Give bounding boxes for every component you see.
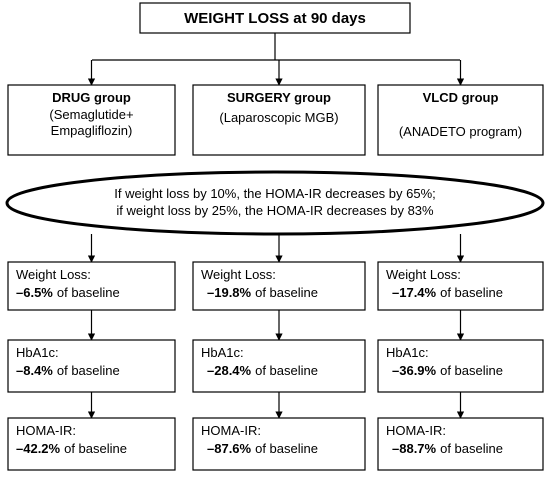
metric: HOMA-IR: bbox=[386, 423, 446, 438]
metric: HbA1c: bbox=[386, 345, 429, 360]
group-box bbox=[377, 84, 544, 156]
suffix: of baseline bbox=[440, 285, 503, 300]
result-value: –19.8% of baseline bbox=[207, 285, 318, 300]
group-name: VLCD group bbox=[423, 90, 499, 105]
suffix: of baseline bbox=[64, 441, 127, 456]
result-value: –42.2% of baseline bbox=[16, 441, 127, 456]
result-box bbox=[377, 339, 544, 393]
result-box bbox=[7, 339, 176, 393]
metric: Weight Loss: bbox=[16, 267, 91, 282]
value: –17.4% bbox=[392, 285, 437, 300]
metric: Weight Loss: bbox=[386, 267, 461, 282]
value: –19.8% bbox=[207, 285, 252, 300]
group-detail: Empagliflozin) bbox=[51, 123, 133, 138]
group-name: SURGERY group bbox=[227, 90, 331, 105]
value: –87.6% bbox=[207, 441, 252, 456]
result-box bbox=[192, 417, 366, 471]
title: WEIGHT LOSS at 90 days bbox=[184, 10, 366, 27]
metric: HbA1c: bbox=[201, 345, 244, 360]
value: –42.2% bbox=[16, 441, 61, 456]
group-detail: (ANADETO program) bbox=[399, 124, 522, 139]
group-detail: (Semaglutide+ bbox=[49, 107, 133, 122]
value: –36.9% bbox=[392, 363, 437, 378]
metric: HbA1c: bbox=[16, 345, 59, 360]
result-value: –6.5% of baseline bbox=[16, 285, 120, 300]
suffix: of baseline bbox=[255, 363, 318, 378]
result-box bbox=[7, 417, 176, 471]
result-value: –87.6% of baseline bbox=[207, 441, 318, 456]
value: –8.4% bbox=[16, 363, 53, 378]
suffix: of baseline bbox=[57, 285, 120, 300]
metric: HOMA-IR: bbox=[16, 423, 76, 438]
suffix: of baseline bbox=[255, 285, 318, 300]
metric: HOMA-IR: bbox=[201, 423, 261, 438]
result-value: –28.4% of baseline bbox=[207, 363, 318, 378]
ellipse bbox=[5, 170, 545, 236]
value: –6.5% bbox=[16, 285, 53, 300]
result-box bbox=[377, 417, 544, 471]
group-detail: (Laparoscopic MGB) bbox=[219, 110, 338, 125]
group-box bbox=[192, 84, 366, 156]
result-value: –17.4% of baseline bbox=[392, 285, 503, 300]
suffix: of baseline bbox=[57, 363, 120, 378]
title-box bbox=[139, 2, 411, 34]
value: –88.7% bbox=[392, 441, 437, 456]
group-name: DRUG group bbox=[52, 90, 131, 105]
ellipse-text: If weight loss by 10%, the HOMA-IR decre… bbox=[114, 186, 436, 201]
result-value: –36.9% of baseline bbox=[392, 363, 503, 378]
suffix: of baseline bbox=[440, 441, 503, 456]
result-value: –88.7% of baseline bbox=[392, 441, 503, 456]
suffix: of baseline bbox=[440, 363, 503, 378]
result-box bbox=[7, 261, 176, 311]
suffix: of baseline bbox=[255, 441, 318, 456]
result-box bbox=[377, 261, 544, 311]
ellipse-text: if weight loss by 25%, the HOMA-IR decre… bbox=[116, 203, 434, 218]
metric: Weight Loss: bbox=[201, 267, 276, 282]
result-value: –8.4% of baseline bbox=[16, 363, 120, 378]
result-box bbox=[192, 339, 366, 393]
result-box bbox=[192, 261, 366, 311]
value: –28.4% bbox=[207, 363, 252, 378]
